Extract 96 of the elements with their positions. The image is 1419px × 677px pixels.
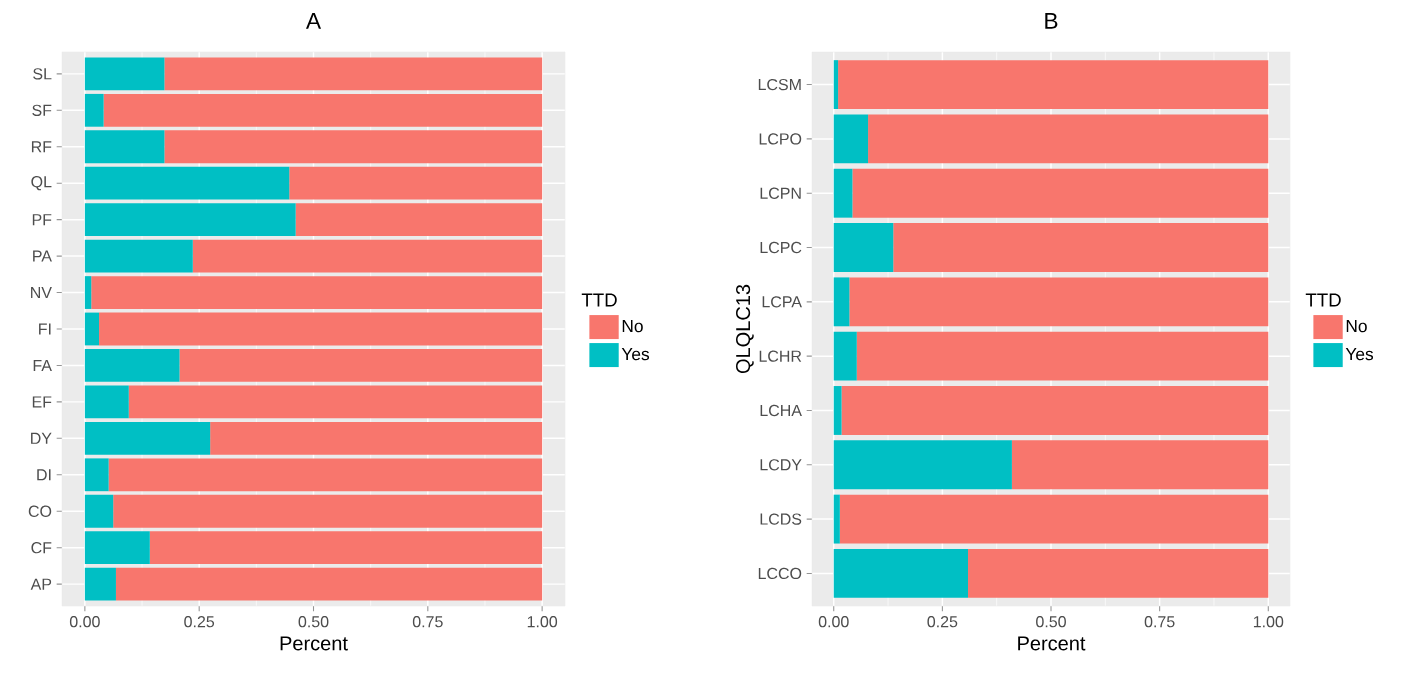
y-tick-label: LCPO xyxy=(759,133,802,145)
y-tick-label: SF xyxy=(32,104,52,116)
y-tick-label: LCDY xyxy=(760,459,802,471)
bar xyxy=(838,60,1269,110)
y-tick-label: AP xyxy=(30,578,52,590)
x-tick-label: 0.00 xyxy=(818,616,849,628)
legend-title: TTD xyxy=(581,293,617,307)
bar xyxy=(84,349,180,382)
x-tick-label: 0.50 xyxy=(298,616,329,628)
bar xyxy=(968,548,1269,598)
y-tick-label: DI xyxy=(37,469,51,481)
x-tick-label: 1.00 xyxy=(527,616,558,628)
bar xyxy=(833,386,842,435)
x-axis-title: Percent xyxy=(1018,636,1086,651)
y-tick-label: LCCO xyxy=(758,567,802,580)
y-tick-label: CF xyxy=(31,542,52,554)
y-tick-label: CO xyxy=(28,505,52,517)
x-tick-label: 0.75 xyxy=(1144,616,1175,628)
bar xyxy=(295,203,543,237)
x-tick-label: 1.00 xyxy=(1253,616,1284,628)
bar xyxy=(84,166,290,200)
bar xyxy=(99,312,543,346)
bar xyxy=(210,421,543,455)
chart-title: A xyxy=(305,13,322,29)
y-tick-label: PA xyxy=(33,250,52,262)
bar xyxy=(868,114,1269,164)
bar xyxy=(84,203,296,237)
y-tick-label: LCPC xyxy=(760,241,802,254)
bar xyxy=(113,494,543,528)
y-tick-label: EF xyxy=(32,396,52,408)
bar xyxy=(84,57,165,91)
bar xyxy=(84,239,193,273)
bar xyxy=(164,130,543,164)
bar xyxy=(84,421,211,455)
legend-label: No xyxy=(622,320,643,333)
y-tick-label: LCHA xyxy=(760,404,802,417)
x-tick-label: 0.25 xyxy=(927,616,958,628)
legend-label: Yes xyxy=(621,348,650,361)
y-tick-label: LCHR xyxy=(759,350,802,362)
y-tick-label: LCSM xyxy=(758,78,801,91)
bar xyxy=(84,385,129,419)
y-tick-label: FI xyxy=(39,323,51,335)
bar xyxy=(1011,440,1269,490)
bar xyxy=(856,331,1269,381)
bar xyxy=(839,494,1269,544)
y-tick-label: QL xyxy=(31,176,52,191)
y-tick-label: NV xyxy=(31,287,52,299)
y-tick-label: SL xyxy=(33,68,52,80)
y-axis-title: QLQLC13 xyxy=(736,284,754,374)
bar xyxy=(128,385,543,419)
bar xyxy=(192,239,543,273)
bar xyxy=(115,567,543,601)
y-tick-label: PF xyxy=(32,214,52,226)
bar xyxy=(84,531,150,565)
bar xyxy=(833,114,869,164)
y-tick-label: RF xyxy=(31,141,52,153)
bar xyxy=(833,494,840,544)
bar xyxy=(833,168,853,218)
bar xyxy=(849,277,1269,327)
x-tick-label: 0.75 xyxy=(412,616,443,628)
bar xyxy=(84,276,92,309)
bar xyxy=(84,567,116,601)
legend-title: TTD xyxy=(1305,293,1341,307)
bar xyxy=(833,277,850,327)
bar xyxy=(833,331,857,381)
bar xyxy=(833,60,839,110)
bar xyxy=(91,276,543,309)
bar xyxy=(833,223,894,272)
bar xyxy=(84,130,165,164)
y-tick-label: FA xyxy=(33,359,52,371)
bar xyxy=(84,93,104,127)
bar xyxy=(841,386,1269,435)
bar xyxy=(164,57,543,91)
x-axis-title: Percent xyxy=(280,636,348,651)
x-tick-label: 0.25 xyxy=(184,616,215,628)
bar xyxy=(833,548,969,598)
bar xyxy=(833,440,1012,490)
legend-label: Yes xyxy=(1345,348,1374,361)
bar xyxy=(852,168,1269,218)
bar xyxy=(84,494,114,528)
bar xyxy=(103,93,543,127)
bar xyxy=(84,458,109,492)
legend-label: No xyxy=(1346,320,1367,333)
bar xyxy=(84,312,100,346)
y-tick-label: LCDS xyxy=(760,513,802,525)
y-tick-label: LCPN xyxy=(760,187,801,199)
y-tick-label: DY xyxy=(31,432,52,444)
bar xyxy=(289,166,543,200)
bar xyxy=(149,531,543,565)
bar xyxy=(108,458,543,492)
bar xyxy=(893,223,1269,272)
x-tick-label: 0.50 xyxy=(1036,616,1066,628)
x-tick-label: 0.00 xyxy=(69,616,100,628)
chart-title: B xyxy=(1045,13,1058,29)
bar xyxy=(179,349,543,382)
y-tick-label: LCPA xyxy=(762,296,802,308)
